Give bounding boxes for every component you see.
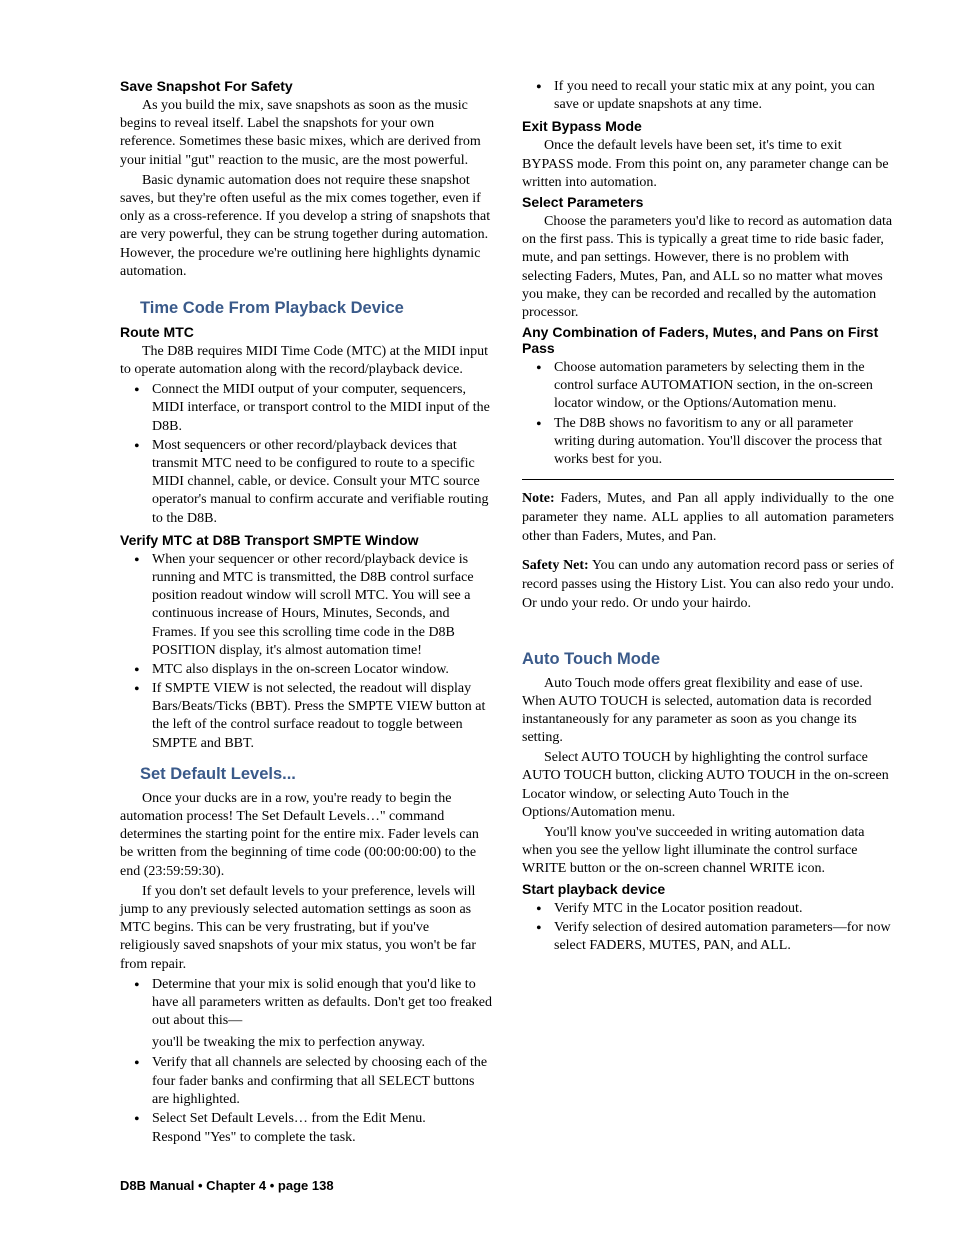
heading-route-mtc: Route MTC	[120, 324, 492, 340]
list-item: The D8B shows no favoritism to any or al…	[554, 415, 894, 470]
content-columns: Save Snapshot For Safety As you build th…	[120, 78, 894, 1148]
body-paragraph: you'll be tweaking the mix to perfection…	[120, 1034, 492, 1052]
note-label: Note:	[522, 491, 555, 506]
body-paragraph: You'll know you've succeeded in writing …	[522, 824, 894, 879]
list-item: Connect the MIDI output of your computer…	[152, 381, 492, 436]
heading-any-combination: Any Combination of Faders, Mutes, and Pa…	[522, 324, 894, 356]
spacer	[522, 624, 894, 638]
bullet-list: Determine that your mix is solid enough …	[120, 976, 492, 1031]
list-item: When your sequencer or other record/play…	[152, 551, 492, 660]
heading-save-snapshot: Save Snapshot For Safety	[120, 78, 492, 94]
note-paragraph: Safety Net: You can undo any automation …	[522, 557, 894, 614]
list-item: If SMPTE VIEW is not selected, the reado…	[152, 680, 492, 753]
document-page: Save Snapshot For Safety As you build th…	[0, 0, 954, 1235]
heading-select-parameters: Select Parameters	[522, 194, 894, 210]
bullet-list: When your sequencer or other record/play…	[120, 551, 492, 753]
body-paragraph: Choose the parameters you'd like to reco…	[522, 213, 894, 322]
list-item: MTC also displays in the on-screen Locat…	[152, 661, 492, 679]
list-item: Most sequencers or other record/playback…	[152, 437, 492, 528]
list-item: Verify that all channels are selected by…	[152, 1054, 492, 1109]
bullet-list: Verify MTC in the Locator position reado…	[522, 900, 894, 956]
section-auto-touch: Auto Touch Mode	[522, 650, 894, 669]
body-paragraph: Once the default levels have been set, i…	[522, 137, 894, 192]
body-paragraph: Basic dynamic automation does not requir…	[120, 172, 492, 281]
list-item: Choose automation parameters by selectin…	[554, 359, 894, 414]
body-paragraph: As you build the mix, save snapshots as …	[120, 97, 492, 170]
bullet-list: Connect the MIDI output of your computer…	[120, 381, 492, 528]
body-paragraph: Once your ducks are in a row, you're rea…	[120, 790, 492, 881]
list-item: Determine that your mix is solid enough …	[152, 976, 492, 1031]
note-paragraph: Note: Faders, Mutes, and Pan all apply i…	[522, 490, 894, 547]
list-item: If you need to recall your static mix at…	[554, 78, 894, 114]
heading-start-playback: Start playback device	[522, 881, 894, 897]
bullet-list: Choose automation parameters by selectin…	[522, 359, 894, 469]
note-label: Safety Net:	[522, 558, 589, 573]
list-item: Verify MTC in the Locator position reado…	[554, 900, 894, 918]
list-item: Select Set Default Levels… from the Edit…	[152, 1110, 492, 1128]
note-text: Faders, Mutes, and Pan all apply individ…	[522, 491, 894, 544]
list-item: Respond "Yes" to complete the task.	[152, 1129, 492, 1147]
heading-verify-mtc: Verify MTC at D8B Transport SMPTE Window	[120, 532, 492, 548]
body-paragraph: If you don't set default levels to your …	[120, 883, 492, 974]
heading-exit-bypass: Exit Bypass Mode	[522, 118, 894, 134]
body-paragraph: The D8B requires MIDI Time Code (MTC) at…	[120, 343, 492, 379]
page-footer: D8B Manual • Chapter 4 • page 138	[120, 1178, 334, 1193]
body-paragraph: Auto Touch mode offers great flexibility…	[522, 675, 894, 748]
list-item: Verify selection of desired automation p…	[554, 919, 894, 955]
divider-rule	[522, 479, 894, 480]
body-paragraph: Select AUTO TOUCH by highlighting the co…	[522, 749, 894, 822]
section-set-default: Set Default Levels...	[140, 765, 492, 784]
section-time-code: Time Code From Playback Device	[140, 299, 492, 318]
